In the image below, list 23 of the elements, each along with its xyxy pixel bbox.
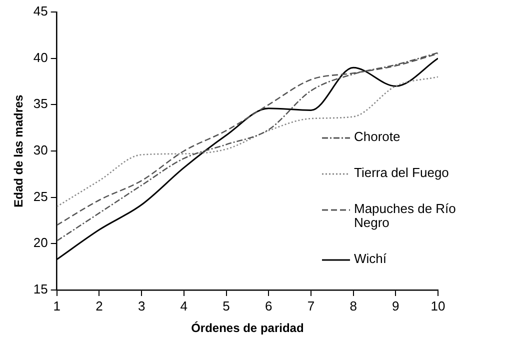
x-tick-label: 5 — [222, 298, 230, 314]
legend-label: Wichí — [354, 251, 388, 266]
x-tick-label: 2 — [96, 298, 103, 314]
legend-label: Tierra del Fuego — [354, 165, 450, 180]
x-tick-label: 10 — [430, 298, 446, 314]
x-tick-label: 1 — [53, 298, 60, 314]
x-tick-label: 7 — [307, 298, 315, 314]
legend-label: Mapuches de Río Negro — [354, 201, 457, 230]
legend-label: Chorote — [354, 129, 402, 144]
x-axis-title: Órdenes de paridad — [191, 321, 304, 336]
y-tick-label: 40 — [33, 50, 48, 65]
y-tick-label: 15 — [33, 282, 48, 297]
x-tick-label: 4 — [180, 298, 188, 314]
y-tick-label: 20 — [33, 235, 48, 250]
y-tick-label: 30 — [33, 142, 48, 158]
x-tick-label: 9 — [392, 298, 400, 314]
x-tick-label: 6 — [264, 298, 272, 314]
x-tick-label: 8 — [350, 298, 357, 314]
x-tick-label: 3 — [138, 298, 146, 314]
y-axis-title: Edad de las madres — [12, 94, 26, 208]
y-tick-label: 35 — [33, 96, 48, 112]
y-tick-label: 25 — [33, 188, 48, 204]
y-tick-label: 45 — [33, 4, 48, 19]
